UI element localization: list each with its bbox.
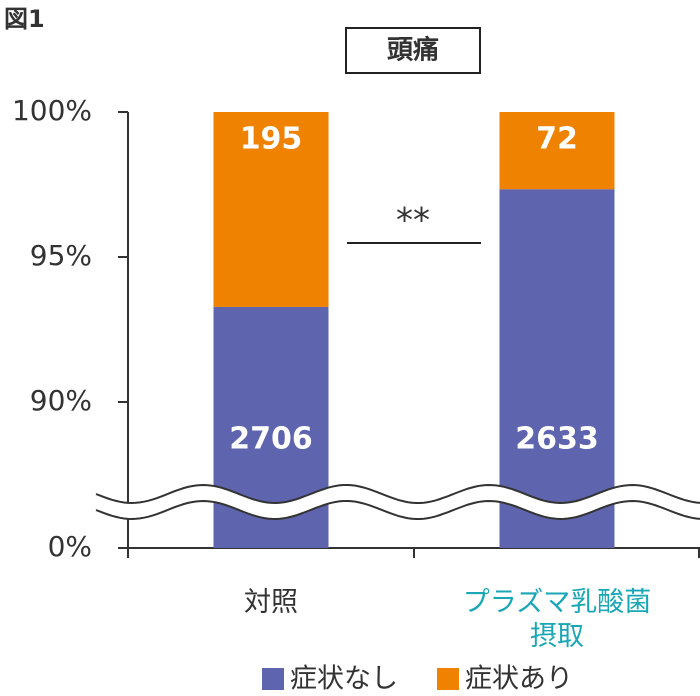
- axis-break-band: [96, 485, 700, 519]
- legend-swatch: [437, 668, 459, 690]
- y-tick-label: 90%: [30, 384, 92, 417]
- legend-label: 症状なし: [290, 664, 398, 695]
- data-label: 72: [536, 122, 578, 157]
- legend-label: 症状あり: [465, 664, 573, 695]
- y-tick-label: 0%: [48, 530, 92, 563]
- data-label: 2633: [515, 422, 599, 457]
- axis-break-line: [95, 499, 700, 521]
- bar-segment: [499, 189, 615, 549]
- x-tick-label: 対照: [244, 587, 298, 618]
- legend-swatch: [262, 668, 284, 690]
- figure-label: 図1: [4, 5, 45, 33]
- chart-title: 頭痛: [387, 35, 439, 66]
- x-tick-label: プラズマ乳酸菌摂取: [463, 587, 651, 652]
- title-box: [345, 27, 481, 74]
- y-tick-label: 95%: [30, 239, 92, 272]
- bar-segment: [499, 112, 615, 190]
- axis-break-line: [95, 483, 700, 505]
- annotation: **: [396, 201, 430, 241]
- y-tick-label: 100%: [12, 94, 92, 127]
- data-label: 2706: [229, 422, 313, 457]
- data-label: 195: [240, 122, 303, 157]
- bar-segment: [213, 112, 329, 307]
